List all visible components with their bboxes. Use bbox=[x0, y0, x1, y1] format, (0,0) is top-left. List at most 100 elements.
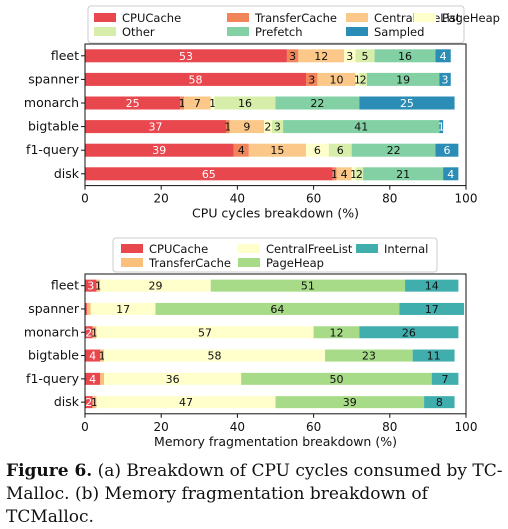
mem-category-label: disk bbox=[54, 394, 80, 409]
mem-bar-spanner-transfercache bbox=[86, 302, 91, 315]
mem-bar-f1-query-cpucache bbox=[85, 372, 101, 385]
cpu-data-label: 25 bbox=[400, 97, 414, 110]
cpu-bar-spanner-centralfreelist bbox=[317, 72, 356, 86]
cpu-bar-disk-pageheap bbox=[351, 167, 356, 181]
mem-x-axis-label: Memory fragmentation breakdown (%) bbox=[154, 434, 397, 449]
cpu-bar-disk-centralfreelist bbox=[336, 167, 352, 181]
cpu-x-tick-label: 20 bbox=[154, 192, 169, 206]
mem-bar-spanner-cpucache bbox=[85, 302, 87, 315]
cpu-bar-f1-query-other bbox=[328, 143, 352, 157]
mem-bar-disk-cpucache bbox=[85, 396, 93, 409]
cpu-data-label: 3 bbox=[308, 73, 315, 86]
cpu-bar-bigtable-sampled bbox=[439, 120, 444, 134]
cpu-bar-f1-query-pageheap bbox=[305, 143, 329, 157]
cpu-legend-swatch-transfercache bbox=[227, 13, 249, 22]
cpu-bar-bigtable-prefetch bbox=[283, 120, 440, 134]
cpu-x-tick-label: 40 bbox=[230, 192, 245, 206]
cpu-bar-spanner-transfercache bbox=[305, 72, 318, 86]
cpu-bar-disk-other bbox=[355, 167, 364, 181]
mem-legend-label-centralfreelist: CentralFreeList bbox=[266, 242, 353, 256]
mem-bar-bigtable-pageheap bbox=[325, 349, 413, 362]
mem-axes-frame bbox=[84, 273, 467, 415]
cpu-data-label: 3 bbox=[289, 50, 296, 63]
mem-data-label: 11 bbox=[427, 350, 441, 363]
mem-data-label: 47 bbox=[179, 396, 193, 409]
cpu-category-label: spanner bbox=[28, 71, 80, 86]
cpu-bar-spanner-cpucache bbox=[85, 72, 306, 86]
cpu-data-label: 6 bbox=[443, 144, 450, 157]
mem-data-label: 4 bbox=[89, 373, 96, 386]
cpu-bar-monarch-sampled bbox=[359, 96, 455, 110]
cpu-bar-monarch-pageheap bbox=[210, 96, 215, 110]
mem-legend-label-internal: Internal bbox=[384, 242, 428, 256]
cpu-category-label: bigtable bbox=[28, 119, 79, 134]
cpu-data-label: 6 bbox=[314, 144, 321, 157]
cpu-category-label: f1-query bbox=[26, 142, 80, 157]
mem-bar-spanner-centralfreelist bbox=[90, 302, 156, 315]
cpu-x-axis-label: CPU cycles breakdown (%) bbox=[192, 206, 359, 221]
mem-data-label: 2 bbox=[85, 326, 92, 339]
cpu-bar-disk-prefetch bbox=[363, 167, 444, 181]
cpu-x-tick-label: 60 bbox=[306, 192, 321, 206]
mem-bar-f1-query-centralfreelist bbox=[104, 372, 242, 385]
cpu-data-label: 4 bbox=[440, 50, 447, 63]
cpu-bar-monarch-cpucache bbox=[85, 96, 181, 110]
cpu-data-label: 39 bbox=[152, 144, 166, 157]
cpu-legend-label-cpucache: CPUCache bbox=[122, 11, 181, 25]
figure-caption: Figure 6. (a) Breakdown of CPU cycles co… bbox=[6, 460, 504, 529]
cpu-bar-fleet-prefetch bbox=[374, 49, 436, 63]
cpu-legend-frame bbox=[87, 5, 465, 44]
cpu-bar-bigtable-pageheap bbox=[264, 120, 272, 134]
mem-legend-swatch-internal bbox=[356, 244, 378, 253]
mem-data-label: 1 bbox=[91, 396, 98, 409]
cpu-data-label: 1 bbox=[354, 73, 361, 86]
mem-data-label: 1 bbox=[95, 280, 102, 293]
cpu-legend-label-other: Other bbox=[122, 25, 155, 39]
cpu-data-label: 4 bbox=[341, 168, 348, 181]
cpu-data-label: 6 bbox=[337, 144, 344, 157]
cpu-bar-spanner-other bbox=[359, 72, 367, 86]
cpu-legend-label-prefetch: Prefetch bbox=[255, 25, 303, 39]
mem-data-label: 1 bbox=[99, 350, 106, 363]
cpu-data-label: 2 bbox=[360, 73, 367, 86]
mem-x-tick-label: 80 bbox=[382, 420, 397, 434]
cpu-bar-monarch-transfercache bbox=[180, 96, 185, 110]
mem-bar-spanner-internal bbox=[399, 302, 465, 315]
mem-bar-f1-query-transfercache bbox=[100, 372, 105, 385]
cpu-data-label: 19 bbox=[396, 73, 410, 86]
cpu-data-label: 53 bbox=[179, 50, 193, 63]
mem-bar-monarch-cpucache bbox=[85, 326, 93, 339]
mem-data-label: 23 bbox=[362, 350, 376, 363]
cpu-bar-bigtable-transfercache bbox=[225, 120, 230, 134]
mem-data-label: 17 bbox=[425, 303, 439, 316]
cpu-data-label: 22 bbox=[310, 97, 324, 110]
cpu-data-label: 7 bbox=[194, 97, 201, 110]
cpu-data-label: 2 bbox=[264, 121, 271, 134]
cpu-data-label: 10 bbox=[329, 73, 343, 86]
cpu-data-label: 21 bbox=[396, 168, 410, 181]
cpu-bar-spanner-sampled bbox=[439, 72, 451, 86]
cpu-data-label: 16 bbox=[398, 50, 412, 63]
cpu-data-label: 1 bbox=[224, 121, 231, 134]
mem-data-label: 14 bbox=[425, 280, 439, 293]
mem-category-label: spanner bbox=[28, 301, 80, 316]
cpu-x-tick-label: 100 bbox=[455, 192, 478, 206]
cpu-data-label: 4 bbox=[238, 144, 245, 157]
mem-data-label: 1 bbox=[91, 326, 98, 339]
cpu-data-label: 5 bbox=[362, 50, 369, 63]
cpu-data-label: 3 bbox=[274, 121, 281, 134]
mem-bar-spanner-pageheap bbox=[155, 302, 400, 315]
cpu-bar-fleet-sampled bbox=[435, 49, 451, 63]
mem-data-label: 4 bbox=[89, 350, 96, 363]
cpu-bar-spanner-prefetch bbox=[366, 72, 440, 86]
mem-category-label: monarch bbox=[24, 324, 79, 339]
mem-data-label: 58 bbox=[208, 350, 222, 363]
mem-bar-fleet-transfercache bbox=[96, 279, 101, 292]
cpu-category-label: fleet bbox=[51, 48, 79, 63]
mem-category-label: fleet bbox=[51, 278, 79, 293]
mem-x-tick-label: 60 bbox=[306, 420, 321, 434]
cpu-data-label: 58 bbox=[188, 73, 202, 86]
cpu-legend-label-sampled: Sampled bbox=[374, 25, 424, 39]
